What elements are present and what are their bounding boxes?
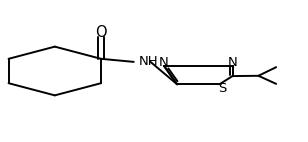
Text: N: N	[228, 56, 237, 69]
Text: N: N	[159, 56, 169, 69]
Text: S: S	[218, 82, 227, 95]
Text: NH: NH	[138, 55, 158, 68]
Text: O: O	[95, 25, 107, 40]
